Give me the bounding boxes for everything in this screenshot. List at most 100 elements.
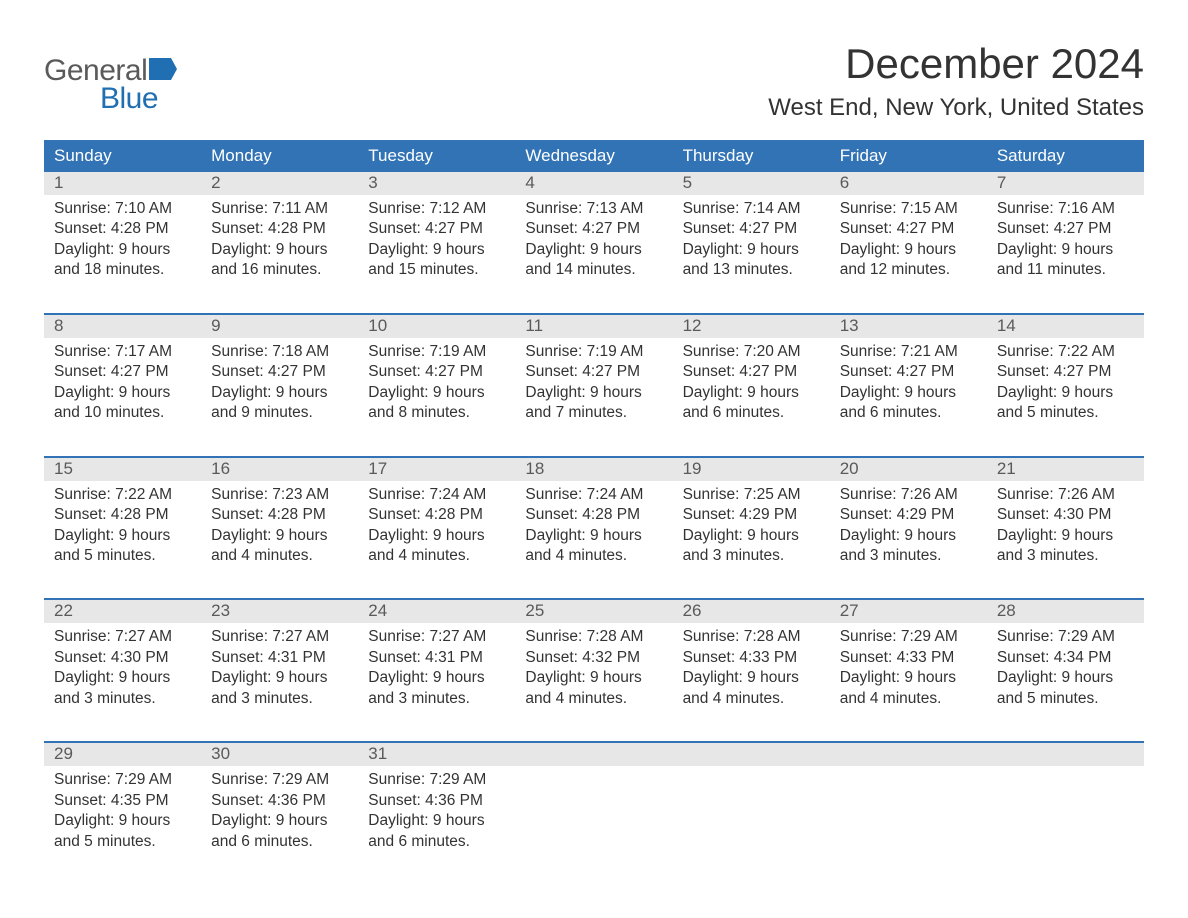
day-number	[987, 743, 1144, 766]
day-cell: Sunrise: 7:13 AMSunset: 4:27 PMDaylight:…	[515, 195, 672, 299]
day-number: 15	[44, 458, 201, 481]
day-number: 30	[201, 743, 358, 766]
day-cell: Sunrise: 7:29 AMSunset: 4:33 PMDaylight:…	[830, 623, 987, 727]
daylight-text: Daylight: 9 hours	[997, 383, 1134, 403]
day-number: 2	[201, 172, 358, 195]
day-number: 6	[830, 172, 987, 195]
day-number: 18	[515, 458, 672, 481]
daylight-text: Daylight: 9 hours	[840, 240, 977, 260]
daylight-text: and 4 minutes.	[840, 689, 977, 709]
sunrise-text: Sunrise: 7:26 AM	[840, 485, 977, 505]
daylight-text: and 4 minutes.	[683, 689, 820, 709]
day-cell: Sunrise: 7:16 AMSunset: 4:27 PMDaylight:…	[987, 195, 1144, 299]
daylight-text: and 13 minutes.	[683, 260, 820, 280]
daylight-text: and 5 minutes.	[997, 403, 1134, 423]
daylight-text: Daylight: 9 hours	[211, 668, 348, 688]
daynum-row: 1234567	[44, 172, 1144, 195]
day-number: 8	[44, 315, 201, 338]
day-cell: Sunrise: 7:19 AMSunset: 4:27 PMDaylight:…	[358, 338, 515, 442]
day-number: 14	[987, 315, 1144, 338]
daylight-text: Daylight: 9 hours	[211, 526, 348, 546]
day-number	[830, 743, 987, 766]
sunrise-text: Sunrise: 7:28 AM	[683, 627, 820, 647]
daylight-text: and 3 minutes.	[840, 546, 977, 566]
day-cell: Sunrise: 7:28 AMSunset: 4:32 PMDaylight:…	[515, 623, 672, 727]
day-number: 21	[987, 458, 1144, 481]
daylight-text: Daylight: 9 hours	[211, 811, 348, 831]
month-title: December 2024	[768, 40, 1144, 88]
day-header-sunday: Sunday	[44, 140, 201, 172]
sunrise-text: Sunrise: 7:29 AM	[840, 627, 977, 647]
day-cell	[830, 766, 987, 870]
sunrise-text: Sunrise: 7:14 AM	[683, 199, 820, 219]
day-header-friday: Friday	[830, 140, 987, 172]
daylight-text: Daylight: 9 hours	[54, 240, 191, 260]
daylight-text: Daylight: 9 hours	[368, 383, 505, 403]
sunset-text: Sunset: 4:33 PM	[683, 648, 820, 668]
daylight-text: and 3 minutes.	[997, 546, 1134, 566]
sunset-text: Sunset: 4:28 PM	[54, 505, 191, 525]
day-cell: Sunrise: 7:22 AMSunset: 4:27 PMDaylight:…	[987, 338, 1144, 442]
sunrise-text: Sunrise: 7:19 AM	[525, 342, 662, 362]
day-number: 12	[673, 315, 830, 338]
day-cell: Sunrise: 7:10 AMSunset: 4:28 PMDaylight:…	[44, 195, 201, 299]
sunset-text: Sunset: 4:30 PM	[997, 505, 1134, 525]
daylight-text: Daylight: 9 hours	[525, 383, 662, 403]
daylight-text: Daylight: 9 hours	[368, 811, 505, 831]
sunset-text: Sunset: 4:27 PM	[840, 362, 977, 382]
day-header-wednesday: Wednesday	[515, 140, 672, 172]
daylight-text: and 15 minutes.	[368, 260, 505, 280]
day-number: 13	[830, 315, 987, 338]
day-number: 11	[515, 315, 672, 338]
daylight-text: and 3 minutes.	[683, 546, 820, 566]
daylight-text: and 6 minutes.	[840, 403, 977, 423]
sunset-text: Sunset: 4:27 PM	[683, 219, 820, 239]
day-number	[673, 743, 830, 766]
week-row: 22232425262728Sunrise: 7:27 AMSunset: 4:…	[44, 598, 1144, 727]
day-number: 16	[201, 458, 358, 481]
sunset-text: Sunset: 4:27 PM	[54, 362, 191, 382]
daylight-text: Daylight: 9 hours	[840, 668, 977, 688]
sunrise-text: Sunrise: 7:29 AM	[997, 627, 1134, 647]
daylight-text: Daylight: 9 hours	[997, 240, 1134, 260]
sunset-text: Sunset: 4:28 PM	[211, 219, 348, 239]
sunset-text: Sunset: 4:35 PM	[54, 791, 191, 811]
week-row: 15161718192021Sunrise: 7:22 AMSunset: 4:…	[44, 456, 1144, 585]
daylight-text: and 3 minutes.	[54, 689, 191, 709]
daylight-text: and 3 minutes.	[211, 689, 348, 709]
day-cell: Sunrise: 7:27 AMSunset: 4:31 PMDaylight:…	[358, 623, 515, 727]
day-cell: Sunrise: 7:26 AMSunset: 4:29 PMDaylight:…	[830, 481, 987, 585]
daynum-row: 22232425262728	[44, 600, 1144, 623]
week-row: 891011121314 Sunrise: 7:17 AMSunset: 4:27…	[44, 313, 1144, 442]
daylight-text: and 6 minutes.	[211, 832, 348, 852]
day-number: 19	[673, 458, 830, 481]
sunset-text: Sunset: 4:27 PM	[840, 219, 977, 239]
day-number: 1	[44, 172, 201, 195]
sunset-text: Sunset: 4:27 PM	[683, 362, 820, 382]
daylight-text: Daylight: 9 hours	[840, 526, 977, 546]
daylight-text: Daylight: 9 hours	[683, 526, 820, 546]
day-number: 10	[358, 315, 515, 338]
day-number: 29	[44, 743, 201, 766]
day-number: 5	[673, 172, 830, 195]
sunset-text: Sunset: 4:31 PM	[211, 648, 348, 668]
weeks-container: 1234567Sunrise: 7:10 AMSunset: 4:28 PMDa…	[44, 172, 1144, 870]
daylight-text: Daylight: 9 hours	[211, 383, 348, 403]
daylight-text: Daylight: 9 hours	[368, 240, 505, 260]
day-header-row: Sunday Monday Tuesday Wednesday Thursday…	[44, 140, 1144, 172]
day-header-thursday: Thursday	[673, 140, 830, 172]
day-cell: Sunrise: 7:17 AMSunset: 4:27 PMDaylight:…	[44, 338, 201, 442]
sunrise-text: Sunrise: 7:26 AM	[997, 485, 1134, 505]
day-cell	[673, 766, 830, 870]
daylight-text: Daylight: 9 hours	[54, 383, 191, 403]
day-number: 9	[201, 315, 358, 338]
daylight-text: Daylight: 9 hours	[525, 668, 662, 688]
sunset-text: Sunset: 4:27 PM	[525, 219, 662, 239]
daylight-text: and 16 minutes.	[211, 260, 348, 280]
title-block: December 2024 West End, New York, United…	[768, 40, 1144, 122]
day-header-saturday: Saturday	[987, 140, 1144, 172]
day-cell: Sunrise: 7:24 AMSunset: 4:28 PMDaylight:…	[515, 481, 672, 585]
sunrise-text: Sunrise: 7:21 AM	[840, 342, 977, 362]
day-cell: Sunrise: 7:29 AMSunset: 4:34 PMDaylight:…	[987, 623, 1144, 727]
daylight-text: and 11 minutes.	[997, 260, 1134, 280]
